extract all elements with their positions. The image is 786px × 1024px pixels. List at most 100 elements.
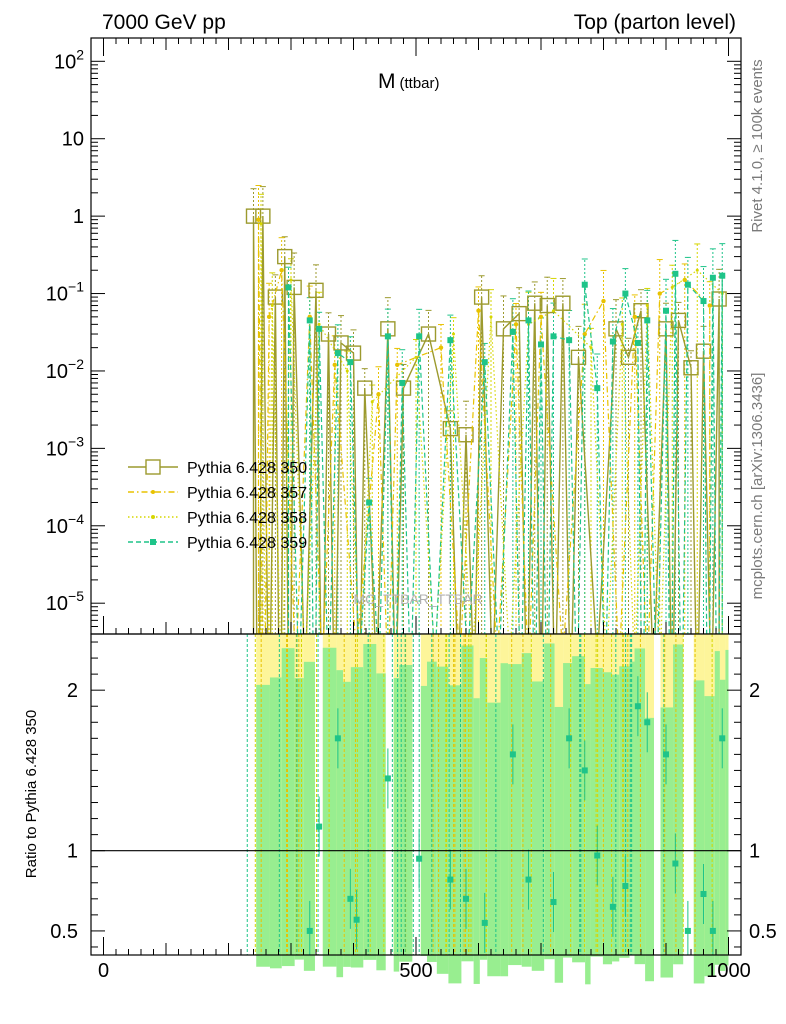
- data-point: [279, 268, 284, 273]
- data-point: [366, 499, 373, 506]
- ratio-point: [509, 751, 516, 758]
- data-point: [594, 385, 601, 392]
- data-point: [481, 359, 488, 366]
- ratio-band-green: [634, 648, 646, 965]
- ratio-band-green: [376, 673, 386, 971]
- data-point: [608, 321, 624, 337]
- ratio-point: [353, 916, 360, 923]
- ratio-band-green: [572, 656, 586, 963]
- mcplots-url-label: mcplots.cern.ch [arXiv:1306.3436]: [749, 373, 766, 600]
- ratio-band-green: [322, 647, 337, 967]
- y-tick-label: 10−3: [46, 433, 84, 460]
- data-point: [566, 337, 573, 344]
- data-point: [511, 305, 527, 322]
- ratio-band-green: [554, 706, 564, 983]
- ratio-band-green: [612, 674, 620, 962]
- y-tick-label: 10−1: [46, 279, 84, 306]
- data-point: [695, 268, 699, 272]
- data-point: [719, 272, 726, 279]
- ratio-tick-label-right: 0.5: [749, 921, 777, 943]
- ratio-point: [416, 855, 423, 862]
- data-point: [245, 208, 262, 224]
- data-point: [634, 339, 641, 346]
- data-point: [709, 274, 716, 281]
- data-point: [308, 282, 324, 299]
- ratio-band-green: [660, 707, 674, 978]
- data-point: [663, 307, 669, 314]
- data-point: [711, 291, 727, 307]
- ratio-y-axis-title: Ratio to Pythia 6.428 350: [23, 710, 40, 878]
- ratio-band-green: [256, 684, 270, 967]
- data-point: [334, 350, 341, 357]
- data-point: [527, 295, 543, 311]
- data-point: [256, 217, 261, 222]
- data-point: [707, 303, 712, 308]
- data-point: [509, 328, 516, 335]
- ratio-point: [609, 903, 616, 910]
- series-line: [287, 273, 723, 635]
- y-tick-label: 10−4: [46, 511, 84, 538]
- data-point: [550, 333, 557, 340]
- data-point: [670, 285, 674, 289]
- x-tick-label: 1000: [706, 960, 751, 982]
- ratio-point: [481, 919, 488, 926]
- ratio-point: [644, 719, 651, 726]
- data-point: [395, 362, 400, 368]
- ratio-band-green: [673, 644, 684, 965]
- data-point: [376, 392, 381, 397]
- ratio-tick-label: 0.5: [50, 921, 78, 943]
- data-point: [447, 337, 454, 344]
- ratio-band-green: [563, 663, 573, 958]
- data-point: [539, 297, 555, 314]
- ratio-band-green: [521, 653, 532, 967]
- y-tick-label: 1: [73, 206, 84, 228]
- ratio-point: [700, 891, 707, 898]
- ratio-band-green: [487, 702, 501, 977]
- data-point: [555, 295, 571, 311]
- main-data-series: [245, 208, 727, 635]
- ratio-band-green: [303, 661, 315, 971]
- ratio-tick-label: 1: [67, 841, 78, 863]
- ratio-band-green: [269, 677, 282, 969]
- data-point: [266, 314, 272, 320]
- ratio-band-green: [531, 681, 545, 971]
- data-point: [285, 284, 292, 291]
- data-point: [632, 314, 637, 320]
- ratio-band-green: [508, 664, 522, 966]
- ratio-band-green: [725, 649, 729, 966]
- main-y-axis: 10−5 10−4 10−3 10−2 10−1 1 10 102: [46, 37, 741, 635]
- data-point: [317, 322, 321, 326]
- x-tick-label: 0: [98, 960, 109, 982]
- ratio-band-green: [693, 680, 705, 984]
- ratio-band-green: [719, 679, 726, 971]
- ratio-point: [663, 751, 669, 758]
- legend-label: Pythia 6.428 359: [187, 535, 307, 552]
- ratio-band-green: [714, 651, 720, 965]
- ratio-band-green: [343, 681, 351, 967]
- ratio-band-green: [500, 663, 509, 977]
- data-point: [370, 400, 374, 404]
- ratio-y-axis: 0.5 0.5 1 1 2 2: [50, 641, 777, 948]
- ratio-band-green: [281, 648, 295, 967]
- ratio-point: [634, 703, 641, 710]
- ratio-band-green: [473, 698, 480, 984]
- ratio-point: [709, 927, 716, 934]
- ratio-point: [550, 899, 557, 906]
- data-point: [270, 304, 274, 308]
- ratio-point: [566, 735, 573, 742]
- ratio-band-green: [619, 666, 630, 958]
- data-point: [589, 346, 593, 350]
- data-point: [657, 291, 662, 296]
- data-point: [452, 332, 455, 336]
- data-point: [357, 380, 373, 396]
- data-point: [620, 349, 637, 366]
- ratio-point: [672, 860, 679, 867]
- data-point: [333, 335, 349, 351]
- data-point: [277, 248, 293, 265]
- legend-label: Pythia 6.428 358: [187, 510, 307, 527]
- ratio-band-green: [461, 645, 474, 962]
- data-point: [682, 277, 687, 283]
- y-tick-label: 10−5: [46, 588, 84, 615]
- plot-title-sub: (ttbar): [400, 75, 440, 92]
- data-point: [458, 427, 474, 443]
